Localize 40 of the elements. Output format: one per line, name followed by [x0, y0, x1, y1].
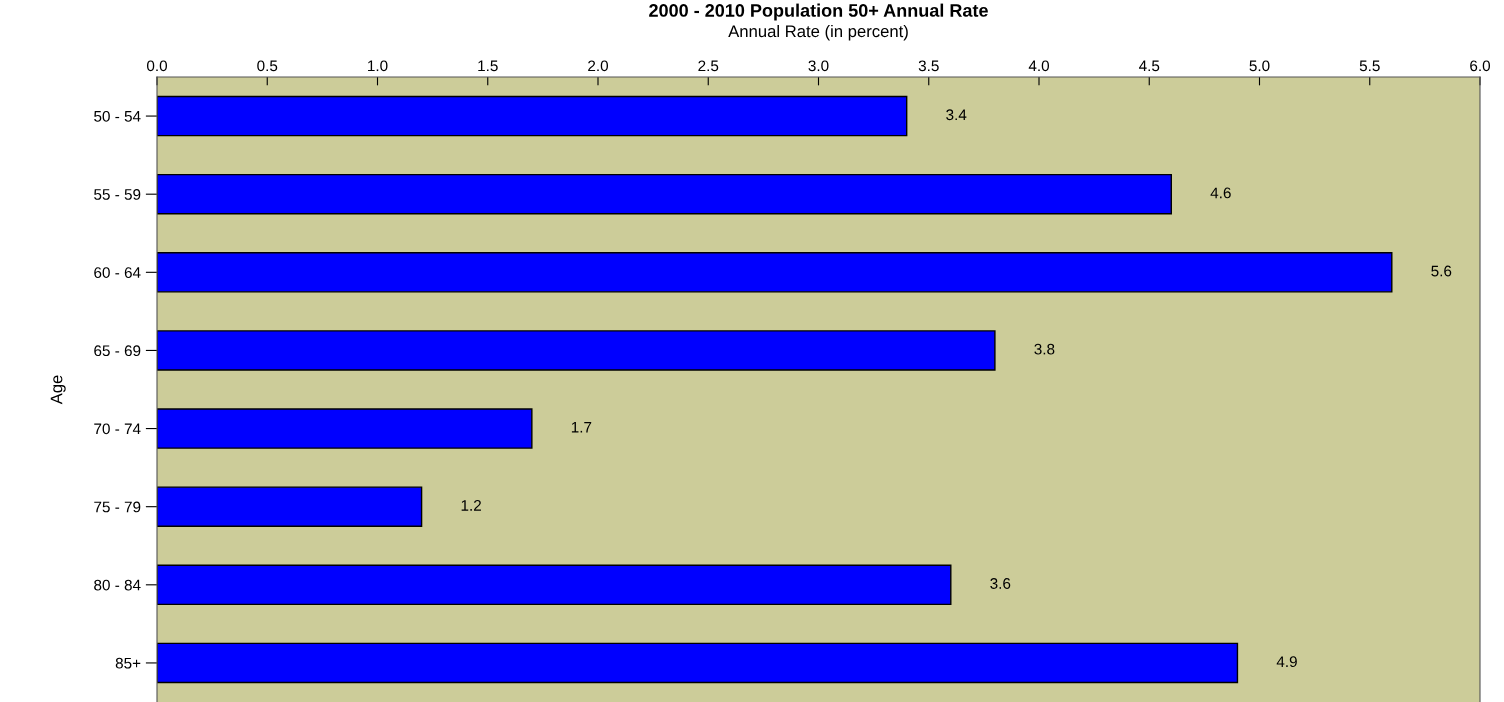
y-tick-label: 70 - 74: [94, 423, 141, 435]
y-tick-label: 50 - 54: [94, 110, 141, 122]
data-label: 3.8: [1034, 343, 1055, 355]
bar: [157, 252, 1393, 293]
y-axis-title: Age: [50, 375, 66, 405]
x-tick-label: 2.5: [698, 60, 719, 72]
bar: [157, 173, 1172, 215]
x-tick-label: 3.5: [918, 60, 939, 72]
y-tick-label: 75 - 79: [94, 501, 141, 513]
data-label: 3.6: [990, 578, 1011, 589]
bar: [157, 486, 423, 527]
data-label: 4.6: [1210, 187, 1231, 199]
x-tick-label: 2.0: [588, 60, 609, 72]
x-tick-label: 4.0: [1028, 60, 1050, 72]
x-tick-label: 3.0: [808, 60, 829, 72]
x-tick-label: 5.5: [1359, 60, 1380, 72]
bar: [157, 642, 1239, 684]
bar: [157, 95, 908, 137]
x-axis-title: Annual Rate (in percent): [728, 24, 908, 41]
y-tick-label: 55 - 59: [94, 189, 141, 200]
y-tick-label: 80 - 84: [94, 579, 141, 591]
x-tick-label: 4.5: [1138, 60, 1160, 72]
data-label: 1.7: [571, 422, 592, 433]
y-tick-label: 85+: [115, 657, 141, 669]
data-label: 1.2: [461, 499, 481, 511]
data-label: 5.6: [1431, 265, 1452, 277]
data-label: 4.9: [1276, 656, 1297, 668]
x-tick-label: 1.5: [478, 60, 498, 72]
chart-title: 2000 - 2010 Population 50+ Annual Rate: [649, 3, 988, 21]
bar: [157, 330, 996, 371]
x-tick-label: 0.0: [146, 60, 168, 72]
data-label: 3.4: [946, 109, 967, 121]
y-tick-label: 65 - 69: [94, 345, 141, 357]
x-tick-label: 1.0: [368, 60, 388, 72]
x-tick-label: 6.0: [1470, 60, 1491, 72]
x-tick-label: 5.0: [1249, 60, 1270, 72]
bar: [157, 408, 533, 449]
y-tick-label: 60 - 64: [94, 267, 141, 278]
bar: [157, 564, 952, 606]
x-tick-label: 0.5: [257, 60, 278, 72]
